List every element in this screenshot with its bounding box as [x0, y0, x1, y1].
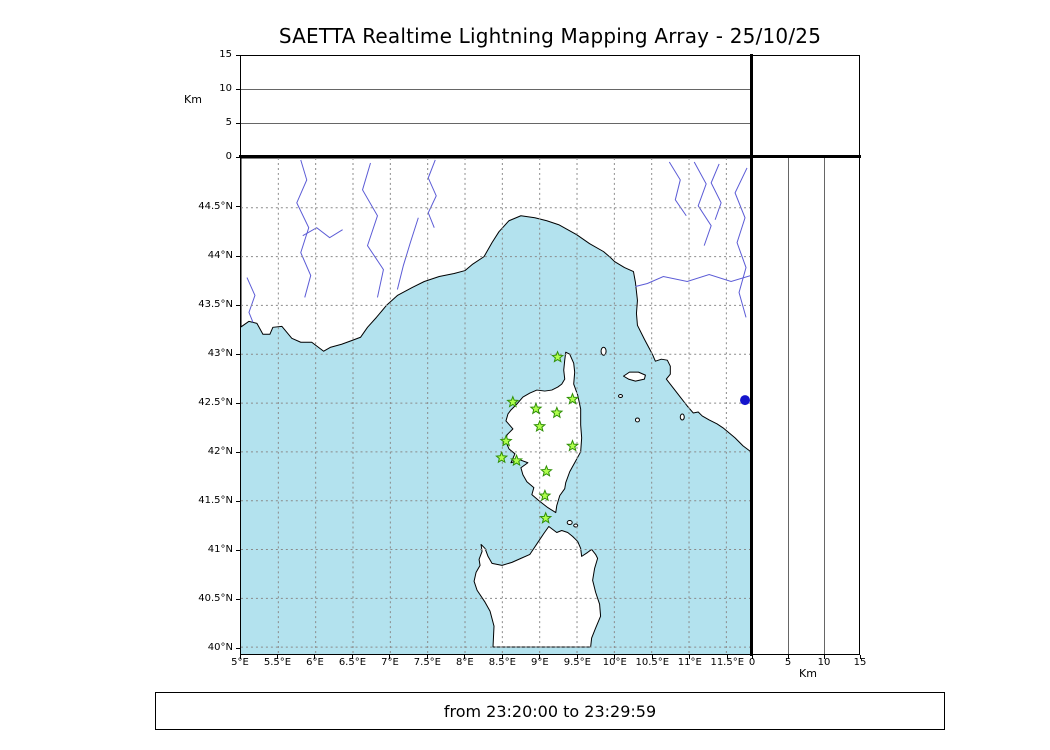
- tick-mark: [501, 655, 503, 659]
- river-line: [296, 159, 312, 298]
- river-line: [302, 227, 343, 239]
- tick-mark: [576, 655, 578, 659]
- lon-tick-label: 10.5°E: [635, 657, 670, 668]
- alt-tick-label: 0: [225, 151, 232, 162]
- time-window-text: from 23:20:00 to 23:29:59: [443, 701, 657, 721]
- station-marker: [538, 489, 552, 502]
- lon-tick-label: 6.5°E: [338, 657, 367, 668]
- station-marker: [499, 434, 513, 447]
- altitude-vs-latitude-panel: [752, 157, 860, 655]
- map-svg: [241, 158, 751, 654]
- map-markers: [495, 350, 751, 524]
- lon-tick-label: 7°E: [381, 657, 399, 668]
- tick-mark: [787, 655, 789, 659]
- tick-mark: [389, 655, 391, 659]
- lon-tick-label: 11.5°E: [710, 657, 745, 668]
- sardinia-island: [473, 526, 602, 648]
- tick-mark: [651, 655, 653, 659]
- altitude-grid-line: [241, 123, 751, 124]
- station-marker: [566, 392, 580, 405]
- montecristo-island: [634, 417, 640, 423]
- lat-tick-label: 43°N: [207, 348, 233, 360]
- lat-tick-label: 43.5°N: [198, 299, 233, 311]
- tick-mark: [314, 655, 316, 659]
- maddalena-island: [566, 520, 573, 526]
- river-line: [246, 277, 256, 323]
- lon-tick-label: 7.5°E: [413, 657, 442, 668]
- tick-mark: [689, 655, 691, 659]
- tick-mark: [859, 655, 861, 659]
- km-tick-label: 15: [853, 657, 867, 668]
- tick-mark: [351, 655, 353, 659]
- tick-mark: [539, 655, 541, 659]
- alt-tick-label: 15: [219, 49, 232, 60]
- tick-mark: [276, 655, 278, 659]
- altitude-axis-label: Km: [184, 93, 202, 106]
- river-line: [396, 217, 419, 290]
- lon-tick-label: 9.5°E: [563, 657, 591, 668]
- lon-tick-label: 8.5°E: [488, 657, 516, 668]
- station-marker: [529, 402, 543, 415]
- river-line: [734, 167, 748, 318]
- giglio-island: [679, 413, 685, 421]
- station-marker: [550, 406, 564, 419]
- lon-tick-label: 5.5°E: [263, 657, 292, 668]
- corner-panel: [752, 55, 860, 157]
- right-altitude-grid-line: [824, 158, 825, 654]
- lon-tick-label: 6°E: [306, 657, 324, 668]
- station-marker: [495, 450, 509, 464]
- altitude-vs-longitude-panel: [240, 55, 752, 157]
- station-marker: [565, 439, 580, 452]
- map-gridlines: [241, 158, 751, 654]
- tick-mark: [614, 655, 616, 659]
- right-km-axis-label: Km: [799, 667, 817, 680]
- lon-tick-label: 11°E: [677, 657, 702, 668]
- lat-tick-label: 41.5°N: [198, 495, 233, 507]
- lat-tick-label: 44.5°N: [198, 200, 233, 212]
- corsica-island: [505, 351, 583, 514]
- detection-dot: [740, 395, 751, 406]
- km-tick-label: 0: [748, 657, 756, 668]
- tick-mark: [464, 655, 466, 659]
- tick-mark: [426, 655, 428, 659]
- river-line: [635, 274, 751, 287]
- lon-tick-label: 10°E: [602, 657, 627, 668]
- lat-tick-label: 44°N: [207, 250, 233, 261]
- pianosa-island: [618, 394, 624, 399]
- lon-tick-label: 5°E: [231, 657, 249, 668]
- tick-mark: [726, 655, 728, 659]
- station-marker: [551, 350, 565, 363]
- mainland-coastline: [241, 158, 751, 453]
- altitude-grid-line: [241, 89, 751, 90]
- elba-island: [623, 371, 646, 382]
- page-title: SAETTA Realtime Lightning Mapping Array …: [278, 24, 822, 48]
- alt-tick-label: 5: [225, 117, 232, 128]
- river-line: [693, 161, 712, 246]
- capraia-island: [600, 346, 607, 356]
- river-line: [361, 162, 384, 298]
- lat-tick-label: 42.5°N: [198, 397, 233, 409]
- station-marker: [539, 511, 553, 524]
- station-marker: [506, 395, 520, 408]
- time-window-box: from 23:20:00 to 23:29:59: [155, 692, 945, 730]
- divider-vertical: [750, 54, 753, 656]
- tick-mark: [239, 655, 241, 659]
- tick-mark: [823, 655, 825, 659]
- station-marker: [539, 464, 553, 477]
- lat-tick-label: 42°N: [207, 446, 233, 458]
- lat-tick-label: 40°N: [207, 642, 233, 654]
- river-line: [710, 163, 722, 220]
- station-marker: [510, 453, 524, 467]
- lon-tick-label: 9°E: [531, 657, 549, 668]
- station-marker: [533, 419, 547, 432]
- maddalena-island-2: [573, 523, 579, 528]
- lat-tick-label: 40.5°N: [198, 593, 233, 605]
- map-panel: [240, 157, 752, 655]
- lat-tick-label: 41°N: [207, 544, 233, 556]
- lon-tick-label: 8°E: [456, 657, 474, 668]
- river-line: [427, 159, 437, 228]
- divider-horizontal: [239, 155, 861, 158]
- right-altitude-grid-line: [788, 158, 789, 654]
